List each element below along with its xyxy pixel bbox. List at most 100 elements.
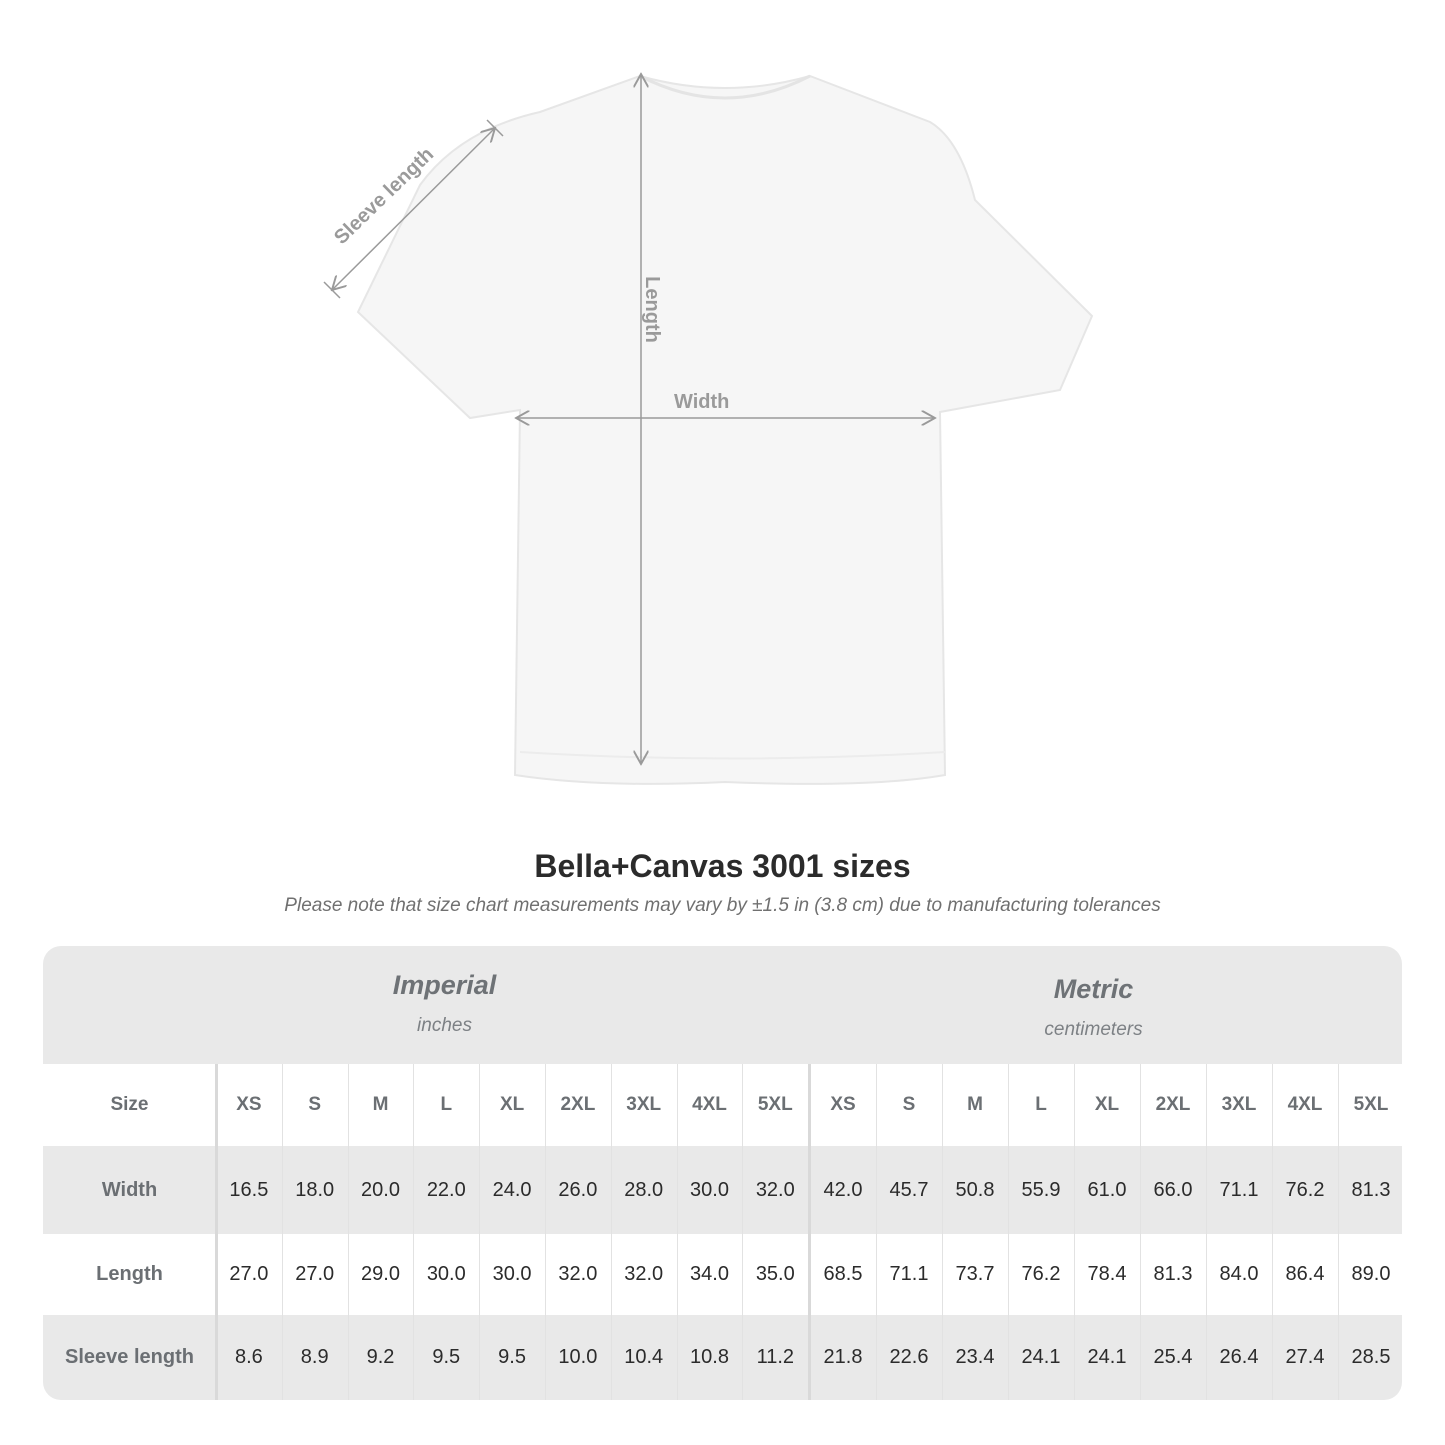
metric-value-cell: 73.7 — [955, 1263, 995, 1285]
row-label: Width — [101, 1178, 158, 1201]
length-label: Length — [640, 276, 663, 343]
imperial-value-cell: 10.4 — [624, 1346, 664, 1368]
column-divider — [347, 1064, 349, 1400]
imperial-value-cell: 9.5 — [498, 1346, 526, 1368]
imperial-value-cell: 18.0 — [295, 1178, 335, 1201]
section-divider — [215, 1064, 218, 1400]
size-column-header: S — [902, 1094, 916, 1115]
column-divider — [1206, 1064, 1207, 1400]
imperial-value-cell: 10.8 — [690, 1346, 729, 1368]
imperial-value-cell: 9.2 — [366, 1346, 395, 1368]
size-column-header: 4XL — [692, 1094, 727, 1115]
metric-value-cell: 25.4 — [1153, 1346, 1193, 1368]
size-column-header: 3XL — [1221, 1094, 1257, 1115]
metric-value-cell: 86.4 — [1285, 1263, 1325, 1285]
width-label: Width — [674, 391, 730, 413]
tolerance-note: Please note that size chart measurements… — [284, 895, 1161, 916]
imperial-value-cell: 27.0 — [229, 1263, 269, 1285]
imperial-title: Imperial — [392, 970, 497, 1000]
column-divider — [413, 1064, 415, 1400]
metric-value-cell: 78.4 — [1087, 1263, 1127, 1285]
size-table: Imperial inches Metric centimeters Size X… — [43, 946, 1402, 1400]
metric-value-cell: 23.4 — [955, 1346, 995, 1368]
imperial-value-cell: 9.5 — [432, 1346, 461, 1368]
sleeve-length-arrow — [323, 119, 504, 299]
imperial-value-cell: 34.0 — [690, 1263, 729, 1285]
imperial-value-cell: 29.0 — [361, 1263, 400, 1285]
column-divider — [281, 1064, 283, 1400]
size-column-header: 2XL — [1155, 1094, 1191, 1115]
size-column-header: 4XL — [1287, 1094, 1323, 1115]
row-band — [43, 1146, 1402, 1234]
imperial-value-cell: 24.0 — [492, 1178, 532, 1201]
imperial-value-cell: 28.0 — [624, 1178, 664, 1201]
size-column-header: XL — [499, 1094, 525, 1115]
imperial-value-cell: 10.0 — [558, 1346, 598, 1368]
column-divider — [1008, 1064, 1009, 1400]
metric-value-cell: 24.1 — [1021, 1346, 1061, 1368]
metric-value-cell: 26.4 — [1219, 1346, 1259, 1368]
imperial-value-cell: 30.0 — [690, 1178, 729, 1201]
metric-value-cell: 89.0 — [1351, 1263, 1391, 1285]
column-divider — [742, 1064, 744, 1400]
metric-value-cell: 76.2 — [1021, 1263, 1061, 1285]
metric-value-cell: 55.9 — [1021, 1178, 1061, 1201]
imperial-value-cell: 30.0 — [426, 1263, 466, 1285]
column-divider — [676, 1064, 678, 1400]
imperial-header: Imperial inches — [216, 970, 673, 1088]
metric-value-cell: 81.3 — [1153, 1263, 1193, 1285]
metric-value-cell: 24.1 — [1087, 1346, 1127, 1368]
size-column-header: M — [372, 1094, 389, 1115]
imperial-unit: inches — [417, 1015, 472, 1036]
tshirt-body — [356, 74, 1094, 785]
metric-value-cell: 81.3 — [1351, 1178, 1391, 1201]
imperial-value-cell: 27.0 — [295, 1263, 335, 1285]
size-column-header: L — [440, 1094, 453, 1115]
size-column-header: M — [967, 1094, 983, 1115]
size-column-header: XS — [830, 1094, 856, 1115]
metric-value-cell: 42.0 — [823, 1178, 863, 1201]
column-divider — [479, 1064, 481, 1400]
imperial-value-cell: 16.5 — [229, 1178, 269, 1201]
size-column-header: S — [308, 1094, 322, 1115]
imperial-value-cell: 32.0 — [558, 1263, 598, 1285]
table-header-band — [43, 946, 1402, 1064]
section-divider — [808, 1064, 811, 1400]
metric-value-cell: 68.5 — [823, 1263, 863, 1285]
imperial-value-cell: 8.6 — [234, 1346, 263, 1368]
imperial-value-cell: 32.0 — [624, 1263, 664, 1285]
metric-value-cell: 22.6 — [889, 1346, 929, 1368]
row-label: Length — [96, 1263, 163, 1285]
metric-header: Metric centimeters — [865, 974, 1322, 1092]
size-column-header: 2XL — [560, 1094, 596, 1115]
metric-value-cell: 71.1 — [1219, 1178, 1259, 1201]
metric-value-cell: 28.5 — [1351, 1346, 1391, 1368]
metric-value-cell: 71.1 — [889, 1263, 929, 1285]
column-divider — [1074, 1064, 1075, 1400]
metric-value-cell: 61.0 — [1087, 1178, 1127, 1201]
row-label: Sleeve length — [65, 1346, 194, 1368]
imperial-value-cell: 35.0 — [755, 1263, 795, 1285]
column-divider — [1140, 1064, 1141, 1400]
metric-value-cell: 84.0 — [1219, 1263, 1259, 1285]
metric-value-cell: 27.4 — [1285, 1346, 1325, 1368]
imperial-value-cell: 8.9 — [300, 1346, 329, 1368]
imperial-value-cell: 20.0 — [361, 1178, 400, 1201]
size-column-header: XS — [236, 1094, 262, 1115]
column-divider — [610, 1064, 612, 1400]
tshirt-diagram — [323, 0, 1094, 785]
metric-value-cell: 66.0 — [1153, 1178, 1193, 1201]
metric-unit: centimeters — [1044, 1019, 1143, 1040]
metric-value-cell: 76.2 — [1285, 1178, 1325, 1201]
metric-title: Metric — [1053, 974, 1134, 1004]
column-divider — [545, 1064, 546, 1400]
page-title: Bella+Canvas 3001 sizes — [534, 848, 911, 884]
size-column-header: L — [1035, 1094, 1047, 1115]
metric-value-cell: 50.8 — [955, 1178, 995, 1201]
column-divider — [876, 1064, 877, 1400]
size-column-header: 5XL — [1353, 1094, 1389, 1115]
column-divider — [942, 1064, 943, 1400]
column-divider — [1272, 1064, 1273, 1400]
imperial-value-cell: 11.2 — [756, 1346, 795, 1368]
size-column-header: 3XL — [626, 1094, 662, 1115]
